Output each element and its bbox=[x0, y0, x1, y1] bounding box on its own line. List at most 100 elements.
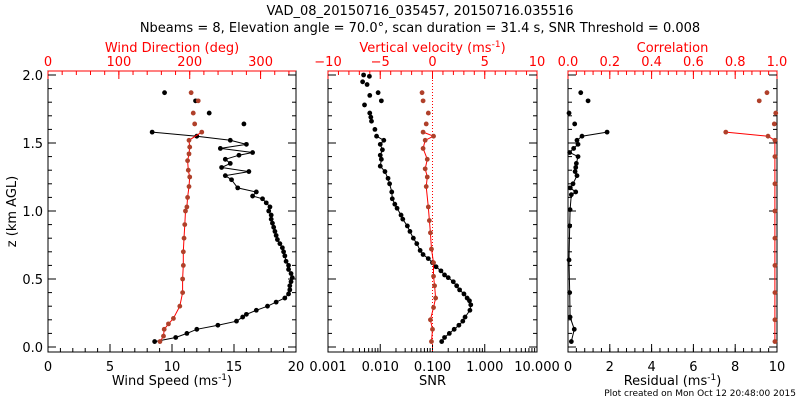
bottom-tick-label: 0 bbox=[564, 360, 572, 375]
top-tick-label: 10 bbox=[529, 55, 546, 70]
data-point-snr bbox=[462, 314, 468, 320]
data-point-wind-speed bbox=[288, 271, 294, 276]
panel-2: −10 −5 0 5 10 Vertical velocity (ms-1) 0.001 0.… bbox=[309, 40, 559, 389]
data-point-wind-direction bbox=[187, 174, 193, 180]
data-point-snr bbox=[372, 126, 378, 132]
data-point-residual bbox=[567, 290, 573, 295]
data-point-wind-speed bbox=[265, 303, 270, 309]
data-point-vertical-velocity bbox=[429, 339, 434, 344]
data-point-snr bbox=[377, 152, 383, 158]
bottom-tick-label: 0 bbox=[44, 360, 52, 375]
data-point-residual bbox=[574, 173, 580, 179]
data-point-snr bbox=[446, 331, 452, 336]
plot-frame bbox=[567, 70, 778, 353]
data-point-snr bbox=[450, 279, 456, 285]
top-tick-label: 0.4 bbox=[641, 55, 662, 70]
data-point-vertical-velocity bbox=[420, 98, 426, 104]
data-point-wind-speed bbox=[241, 121, 247, 127]
series-line-residual bbox=[568, 131, 608, 342]
data-point-residual bbox=[567, 150, 573, 155]
top-tick-label: 0.8 bbox=[725, 55, 746, 70]
bottom-axis-title: SNR bbox=[419, 374, 446, 389]
data-point-wind-speed bbox=[281, 249, 286, 255]
data-point-wind-speed bbox=[286, 263, 291, 268]
data-point-residual bbox=[570, 181, 576, 187]
data-point-residual bbox=[585, 98, 591, 104]
data-point-correlation bbox=[723, 129, 729, 135]
title-line-1: VAD_08_20150716_035457, 20150716.035516 bbox=[267, 4, 574, 19]
data-point-correlation bbox=[764, 90, 770, 96]
data-point-wind-speed bbox=[250, 150, 256, 155]
data-point-wind-speed bbox=[268, 212, 274, 218]
top-tick-label: 100 bbox=[106, 55, 131, 70]
data-point-wind-direction bbox=[192, 121, 198, 127]
data-point-wind-speed bbox=[236, 152, 242, 158]
data-point-wind-speed bbox=[287, 287, 293, 293]
bottom-tick-label: 10.000 bbox=[514, 360, 560, 375]
data-point-correlation bbox=[772, 137, 778, 143]
bottom-tick-label: 0.010 bbox=[362, 360, 399, 375]
data-point-snr bbox=[438, 268, 444, 274]
data-point-vertical-velocity bbox=[431, 305, 436, 310]
data-point-wind-speed bbox=[263, 200, 269, 206]
data-point-wind-direction bbox=[187, 144, 193, 150]
bottom-tick-label: 2 bbox=[606, 360, 614, 375]
series-line-correlation bbox=[725, 131, 776, 342]
footer-plot-created: Plot created on Mon Oct 12 20:48:00 2015 bbox=[604, 389, 796, 399]
data-point-residual bbox=[572, 169, 578, 174]
top-tick-label: 0.6 bbox=[683, 55, 704, 70]
data-point-snr bbox=[374, 133, 379, 139]
data-point-wind-direction bbox=[161, 333, 166, 339]
data-point-vertical-velocity bbox=[432, 283, 437, 289]
bottom-tick-label: 10 bbox=[769, 360, 786, 375]
data-point-residual bbox=[567, 314, 573, 320]
series-line-wind-direction bbox=[159, 131, 203, 342]
data-point-snr bbox=[400, 216, 406, 222]
bottom-tick-label: 0.001 bbox=[309, 360, 346, 375]
data-point-residual bbox=[567, 207, 573, 213]
y-tick-label: 1.5 bbox=[22, 137, 43, 152]
data-point-wind-speed bbox=[149, 129, 155, 135]
data-point-wind-direction bbox=[181, 235, 187, 241]
data-point-snr bbox=[414, 241, 420, 247]
data-point-snr bbox=[420, 252, 426, 257]
data-point-snr bbox=[389, 189, 395, 195]
data-point-correlation bbox=[765, 133, 771, 139]
data-point-vertical-velocity bbox=[422, 137, 428, 143]
data-point-vertical-velocity bbox=[430, 326, 435, 332]
data-point-wind-speed bbox=[253, 307, 259, 313]
data-point-vertical-velocity bbox=[423, 184, 429, 189]
data-point-vertical-velocity bbox=[422, 166, 428, 172]
data-point-wind-speed bbox=[286, 267, 291, 272]
bottom-tick-label: 4 bbox=[647, 360, 655, 375]
y-tick-label: 1.0 bbox=[22, 205, 43, 220]
data-point-wind-direction bbox=[180, 249, 186, 255]
data-point-snr bbox=[367, 73, 372, 79]
data-point-wind-speed bbox=[271, 224, 277, 230]
data-point-residual bbox=[571, 326, 577, 332]
data-point-snr bbox=[394, 205, 400, 211]
data-point-wind-speed bbox=[235, 185, 241, 191]
data-point-residual bbox=[566, 257, 572, 263]
data-point-residual bbox=[568, 192, 574, 198]
data-point-snr bbox=[407, 229, 413, 234]
data-point-wind-speed bbox=[267, 204, 273, 210]
data-point-snr bbox=[457, 287, 462, 293]
data-point-correlation bbox=[772, 154, 778, 160]
data-point-wind-speed bbox=[234, 318, 239, 324]
data-point-wind-speed bbox=[266, 208, 272, 214]
data-point-wind-speed bbox=[215, 322, 221, 328]
data-point-wind-speed bbox=[152, 339, 158, 344]
top-tick-label: 5 bbox=[481, 55, 489, 70]
data-point-snr bbox=[382, 169, 388, 174]
data-point-vertical-velocity bbox=[426, 218, 432, 223]
bottom-tick-label: 8 bbox=[731, 360, 739, 375]
data-point-wind-direction bbox=[183, 208, 188, 214]
data-point-snr bbox=[456, 322, 462, 328]
data-point-wind-speed bbox=[246, 169, 252, 174]
panel-3: 0.0 0.2 0.4 0.6 0.8 1.0 Correlation 0 2 4 6 8 10 Resi… bbox=[558, 41, 788, 389]
data-point-correlation bbox=[771, 121, 777, 127]
data-point-snr bbox=[381, 137, 387, 143]
data-point-snr bbox=[387, 181, 393, 187]
series-line-vertical-velocity bbox=[422, 131, 437, 342]
